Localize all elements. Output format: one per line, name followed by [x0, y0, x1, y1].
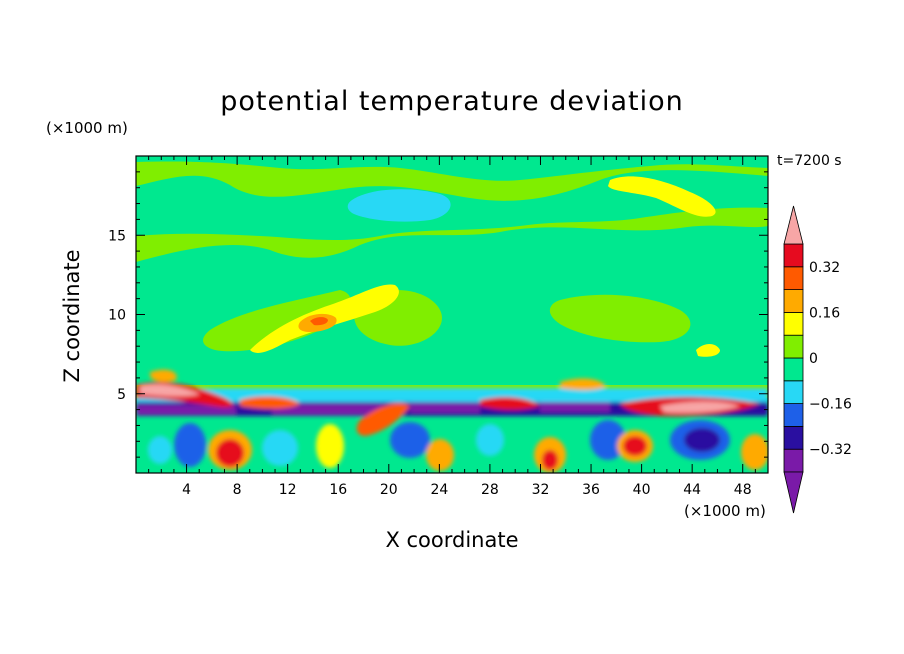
x-tick-label: 32 [532, 482, 550, 498]
field-red-spot [310, 317, 328, 326]
field-yellow-topright [608, 176, 716, 217]
colorbar-box [783, 266, 804, 290]
field-yellow-spot [696, 344, 720, 357]
x-tick-label: 24 [430, 482, 448, 498]
field-green-top [136, 156, 768, 181]
field-cell-cold [590, 420, 626, 460]
field-cell-deep-cold [684, 428, 720, 452]
field-cell-cool [148, 436, 172, 464]
x-tick-label: 16 [329, 482, 347, 498]
field-warm-streak [240, 396, 300, 409]
x-tick-label: 48 [734, 482, 752, 498]
x-tick-label: 28 [481, 482, 499, 498]
y-axis-unit: (×1000 m) [46, 119, 128, 137]
field-green-mid [136, 225, 768, 385]
chart-title: potential temperature deviation [220, 86, 684, 117]
colorbar-label: −0.32 [809, 442, 852, 458]
field-cell-cool [262, 430, 298, 466]
field-purple-layer [136, 405, 236, 415]
field-pink-streak [140, 384, 200, 397]
contour-field [136, 156, 768, 473]
colorbar-box [783, 289, 804, 313]
field-warm-streak [560, 378, 606, 390]
y-tick-label: 15 [108, 228, 126, 244]
field-cell-warm [741, 434, 768, 470]
field-cell-hot [623, 436, 647, 456]
time-label: t=7200 s [777, 153, 842, 169]
x-tick-label: 40 [633, 482, 651, 498]
field-purple-layer [410, 403, 480, 413]
field-cell-cold [174, 423, 206, 467]
colorbar-box [783, 243, 804, 268]
x-tick-label: 36 [582, 482, 600, 498]
x-tick-label: 44 [683, 482, 701, 498]
colorbar: 0.32 0.16 0 −0.16 −0.32 [783, 205, 852, 514]
x-axis-label-text: X coordinate [385, 528, 519, 552]
field-cyan-strip [136, 388, 768, 402]
y-tick-label: 5 [117, 387, 126, 403]
field-warm-streak [480, 397, 540, 410]
x-tick-label: 20 [380, 482, 398, 498]
field-cell-cold [390, 422, 430, 458]
x-axis-unit: (×1000 m) [684, 502, 766, 520]
field-cell-warm [316, 424, 344, 468]
colorbar-label: 0 [809, 351, 818, 367]
colorbar-label: 0.32 [809, 260, 840, 276]
field-lightgreen-island [203, 290, 351, 352]
colorbar-box [783, 448, 804, 473]
field-cell-cool [476, 424, 504, 456]
field-lightgreen-island [549, 294, 691, 343]
field-purple-layer [272, 404, 382, 415]
colorbar-box [783, 425, 804, 450]
field-cyan-aloft [347, 189, 451, 222]
x-axis-label: X coordinate [0, 528, 904, 552]
colorbar-box [783, 380, 804, 404]
colorbar-box [783, 403, 804, 427]
field-warm-streak [150, 369, 177, 383]
field-cell-warm [426, 439, 454, 471]
x-tick-label: 8 [233, 482, 242, 498]
field-purple-layer [540, 402, 610, 412]
colorbar-label: −0.16 [809, 397, 852, 413]
colorbar-label: 0.16 [809, 305, 840, 321]
colorbar-extend-low [783, 471, 804, 514]
colorbar-box [783, 334, 804, 359]
x-tick-label: 12 [279, 482, 297, 498]
x-tick-label: 4 [182, 482, 191, 498]
field-warm-streak [356, 403, 410, 436]
field-cell-hot [216, 439, 244, 467]
field-pink-streak [660, 401, 740, 413]
colorbar-box [783, 357, 804, 382]
y-tick-label: 10 [108, 308, 126, 324]
colorbar-box [783, 311, 804, 336]
colorbar-extend-high [783, 205, 804, 245]
field-cell-hot [542, 450, 558, 470]
